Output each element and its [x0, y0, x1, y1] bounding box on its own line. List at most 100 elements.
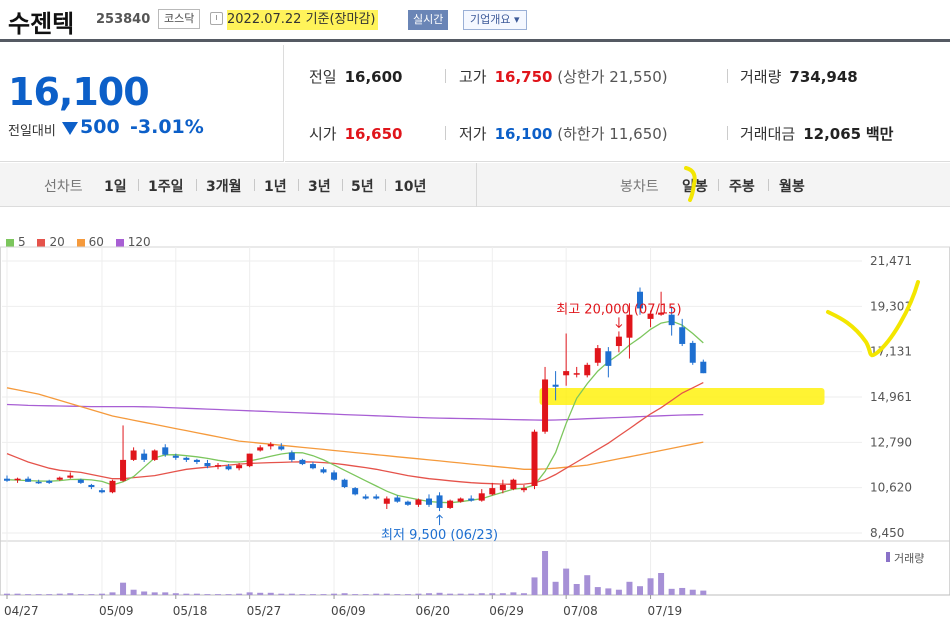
volume-bar	[67, 593, 74, 595]
candle-body	[299, 459, 306, 465]
y-tick-label: 21,471	[870, 254, 912, 268]
volume-bar	[215, 594, 221, 595]
candle-body	[637, 291, 643, 309]
candle-body	[520, 488, 527, 491]
prev-close: 전일 16,600	[309, 66, 403, 87]
divider	[718, 179, 719, 191]
x-tick-label: 06/29	[489, 604, 524, 618]
volume-bar	[447, 593, 454, 595]
candle-body	[88, 484, 95, 488]
volume-bar	[679, 587, 686, 595]
period-1week[interactable]: 1주일	[148, 179, 184, 195]
candle-body	[426, 498, 432, 505]
volume-bar	[98, 593, 105, 595]
lower-limit: (하한가 11,650)	[557, 125, 668, 143]
volume-bar	[510, 592, 517, 595]
candle-body	[109, 480, 116, 493]
volume-bar	[457, 593, 464, 595]
candle-weekly[interactable]: 주봉	[729, 179, 755, 195]
divider	[342, 179, 343, 191]
candle-chart-label: 봉차트	[620, 179, 659, 195]
x-tick-label: 07/08	[563, 604, 598, 618]
volume-bar	[700, 590, 707, 595]
legend-label: 120	[127, 235, 151, 249]
volume-bar	[573, 584, 580, 595]
high-annotation: 최고 20,000 (07/15)	[556, 302, 681, 317]
volume-bar	[552, 581, 559, 595]
low-label: 저가	[459, 125, 487, 143]
candle-body	[246, 453, 253, 467]
price-stats: 전일 16,600 고가 16,750 (상한가 21,550) 거래량 734,94…	[285, 45, 950, 162]
candle-body	[352, 488, 359, 495]
volume-value: 734,948	[789, 68, 858, 86]
period-1year[interactable]: 1년	[264, 179, 287, 195]
candle-body	[162, 447, 169, 455]
legend-swatch	[6, 238, 14, 247]
period-10year[interactable]: 10년	[394, 179, 427, 195]
volume-legend-label: 거래량	[894, 552, 924, 565]
period-1day[interactable]: 1일	[104, 179, 127, 195]
open-value: 16,650	[344, 125, 403, 143]
volume-bar	[162, 592, 169, 595]
candle-body	[120, 459, 127, 481]
volume-bar	[404, 594, 411, 595]
stock-name[interactable]: 수젠텍	[8, 10, 75, 38]
volume-bar	[478, 593, 485, 595]
volume-bar	[352, 594, 359, 595]
volume-bar	[77, 594, 84, 595]
low-arrow-icon	[436, 514, 443, 526]
volume-bar	[415, 593, 422, 595]
divider	[445, 69, 446, 83]
legend-label: 60	[88, 235, 104, 249]
realtime-button[interactable]: 실시간	[408, 10, 449, 30]
base-date: 2022.07.22 기준(장마감)	[227, 10, 378, 30]
candle-body	[193, 459, 200, 462]
period-3year[interactable]: 3년	[308, 179, 331, 195]
volume-bar	[426, 593, 432, 595]
candle-body	[457, 498, 464, 502]
candle-body	[510, 479, 517, 490]
candle-body	[436, 495, 443, 508]
volume-bar	[605, 588, 612, 595]
divider	[445, 126, 446, 140]
volume-bar	[25, 594, 32, 595]
volume-bar	[278, 593, 285, 595]
period-5year[interactable]: 5년	[351, 179, 374, 195]
candle-monthly[interactable]: 월봉	[779, 179, 805, 195]
legend-label: 5	[18, 235, 26, 249]
volume-bar	[468, 593, 475, 595]
y-tick-label: 19,301	[870, 299, 912, 313]
y-tick-label: 8,450	[870, 526, 904, 540]
diff-rate: -3.01%	[130, 116, 204, 138]
candle-body	[25, 478, 32, 482]
volume-bar	[626, 581, 633, 595]
divider	[138, 179, 139, 191]
candle-body	[267, 444, 274, 447]
candle-body	[225, 466, 232, 470]
volume-bar	[120, 582, 127, 595]
candle-body	[204, 463, 211, 467]
candle-body	[331, 472, 338, 480]
candlestick-chart[interactable]: 21,47119,30117,13114,96112,79010,6208,45…	[0, 207, 950, 629]
candle-body	[531, 431, 538, 486]
x-tick-label: 06/20	[415, 604, 450, 618]
open-price: 시가 16,650	[309, 123, 403, 144]
candle-body	[689, 342, 696, 363]
volume-bar	[309, 594, 316, 595]
x-tick-label: 07/19	[648, 604, 683, 618]
candle-body	[130, 450, 137, 460]
candle-body	[468, 498, 475, 501]
candle-body	[404, 501, 411, 505]
candle-body	[415, 499, 422, 505]
company-info-button[interactable]: 기업개요 ▾	[463, 10, 527, 30]
volume-bar	[130, 589, 137, 595]
legend-ma5: 5	[6, 235, 26, 249]
period-3month[interactable]: 3개월	[206, 179, 242, 195]
high-arrow-icon	[615, 317, 623, 329]
volume-bar	[658, 573, 665, 595]
candle-body	[594, 348, 601, 363]
candle-body	[658, 312, 665, 315]
volume-bar	[141, 591, 148, 595]
candle-body	[4, 478, 10, 481]
stock-header: 수젠텍 253840 코스닥 2022.07.22 기준(장마감) 실시간 기업…	[0, 0, 950, 42]
